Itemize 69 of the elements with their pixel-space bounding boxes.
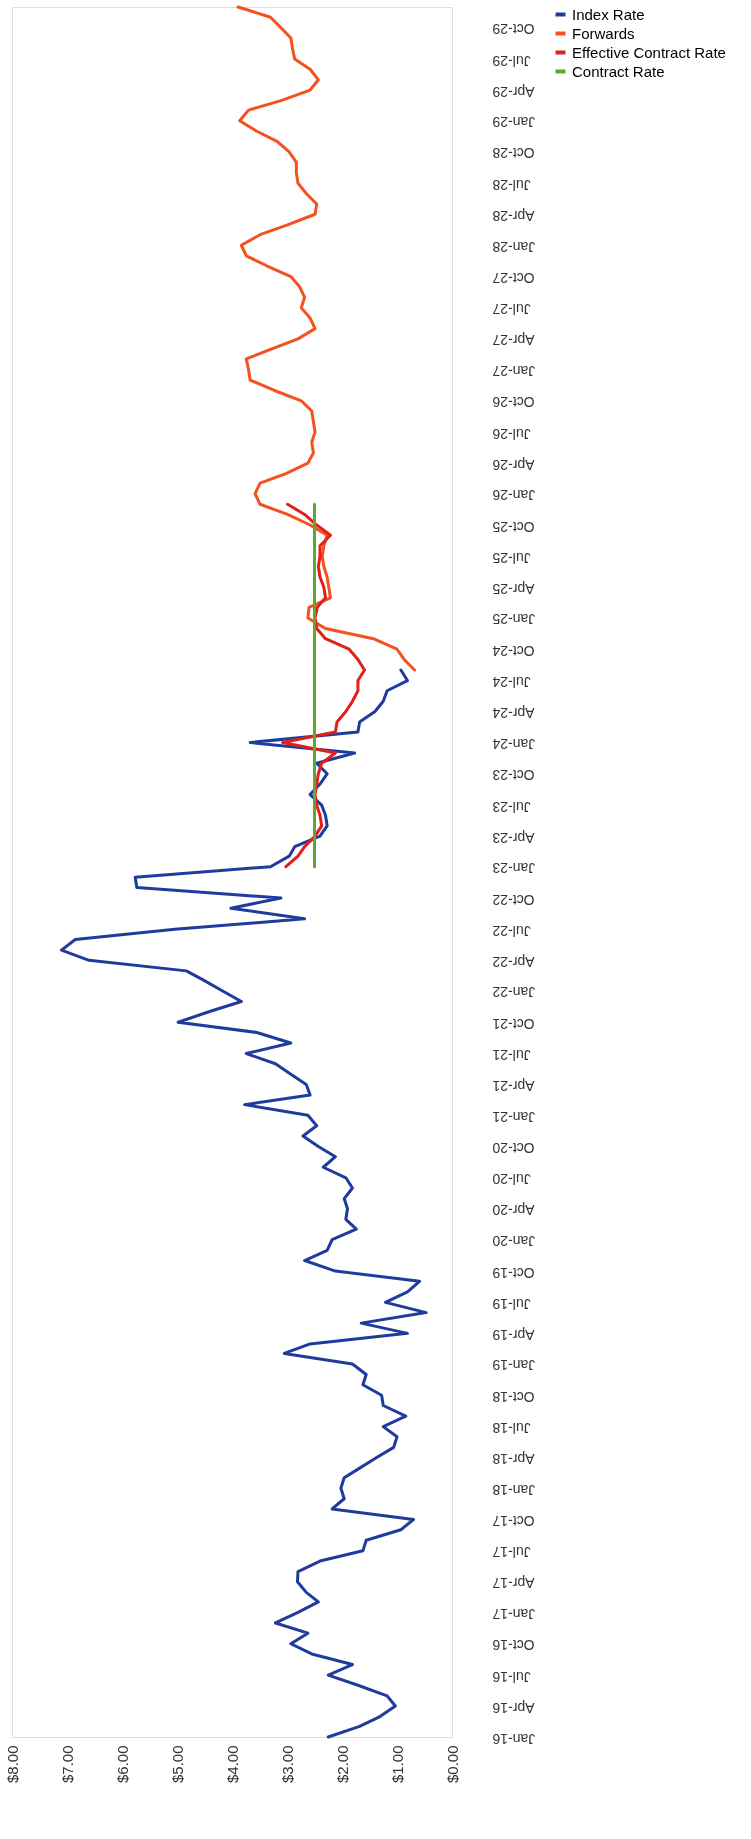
y-tick-label: Jan-16 — [492, 1730, 536, 1747]
legend-label: Forwards — [572, 24, 635, 42]
y-tick-label: Apr-21 — [492, 1078, 535, 1095]
y-tick-label: Oct-27 — [492, 270, 535, 287]
x-tick-label: $1.00 — [388, 1745, 406, 1784]
x-tick-label: $2.00 — [333, 1745, 351, 1784]
y-tick-label: Jul-20 — [492, 1171, 531, 1188]
y-tick-label: Oct-25 — [492, 518, 535, 535]
y-tick-label: Apr-23 — [492, 829, 535, 846]
y-tick-label: Oct-28 — [492, 145, 535, 162]
y-tick-label: Apr-17 — [492, 1575, 535, 1592]
y-tick-label: Jan-25 — [492, 611, 536, 628]
legend-label: Index Rate — [572, 5, 645, 23]
x-tick-label: $3.00 — [278, 1745, 296, 1784]
x-tick-label: $7.00 — [58, 1745, 76, 1784]
y-tick-label: Oct-23 — [492, 767, 535, 784]
y-tick-label: Oct-24 — [492, 642, 535, 659]
y-tick-label: Jul-17 — [492, 1544, 531, 1561]
y-tick-label: Jul-18 — [492, 1420, 531, 1437]
y-tick-label: Apr-22 — [492, 953, 535, 970]
y-tick-label: Apr-29 — [492, 83, 535, 100]
x-tick-label: $5.00 — [168, 1745, 186, 1784]
y-tick-label: Jul-29 — [492, 52, 531, 69]
y-tick-label: Jul-22 — [492, 922, 531, 939]
y-tick-label: Jan-17 — [492, 1605, 536, 1622]
y-tick-label: Jan-29 — [492, 114, 536, 131]
y-tick-label: Jan-26 — [492, 487, 536, 504]
y-tick-label: Oct-19 — [492, 1264, 535, 1281]
y-tick-label: Jan-24 — [492, 736, 536, 752]
x-tick-label: $4.00 — [223, 1745, 241, 1784]
y-tick-label: Jul-26 — [492, 425, 531, 442]
y-tick-label: Apr-25 — [492, 580, 535, 597]
y-tick-label: Oct-26 — [492, 394, 535, 411]
y-tick-label: Jan-22 — [492, 984, 536, 1001]
y-tick-label: Apr-18 — [492, 1451, 535, 1468]
y-tick-label: Oct-17 — [492, 1513, 535, 1530]
y-tick-label: Oct-29 — [492, 21, 535, 38]
y-tick-label: Oct-22 — [492, 891, 535, 908]
y-tick-label: Oct-21 — [492, 1015, 535, 1032]
x-tick-label: $6.00 — [113, 1745, 131, 1784]
x-tick-label: $0.00 — [443, 1745, 461, 1784]
y-tick-label: Oct-18 — [492, 1388, 535, 1405]
y-tick-label: Jul-25 — [492, 549, 531, 566]
legend-label: Effective Contract Rate — [572, 43, 726, 61]
y-tick-label: Apr-16 — [492, 1699, 535, 1716]
y-tick-label: Jul-27 — [492, 301, 531, 318]
y-tick-label: Jul-21 — [492, 1047, 531, 1064]
y-tick-label: Oct-20 — [492, 1139, 535, 1156]
y-tick-label: Jan-18 — [492, 1481, 536, 1498]
y-tick-label: Jul-24 — [492, 674, 531, 691]
y-tick-label: Oct-16 — [492, 1637, 535, 1654]
y-tick-label: Jan-21 — [492, 1108, 536, 1125]
y-tick-label: Apr-20 — [492, 1202, 535, 1219]
y-tick-label: Jul-23 — [492, 798, 531, 815]
y-tick-label: Jan-20 — [492, 1233, 536, 1250]
x-tick-label: $8.00 — [3, 1745, 21, 1784]
y-tick-label: Jan-27 — [492, 362, 536, 379]
y-tick-label: Jan-23 — [492, 860, 536, 877]
y-tick-label: Jan-19 — [492, 1357, 536, 1374]
y-tick-label: Jan-28 — [492, 238, 536, 255]
y-tick-label: Jul-16 — [492, 1668, 531, 1685]
y-tick-label: Apr-28 — [492, 207, 535, 224]
y-tick-label: Apr-24 — [492, 705, 535, 722]
y-tick-label: Jul-19 — [492, 1295, 531, 1312]
y-tick-label: Jul-28 — [492, 176, 531, 193]
legend-label: Contract Rate — [572, 62, 665, 80]
y-tick-label: Apr-19 — [492, 1326, 535, 1343]
y-tick-label: Apr-26 — [492, 456, 535, 473]
y-tick-label: Apr-27 — [492, 332, 535, 349]
